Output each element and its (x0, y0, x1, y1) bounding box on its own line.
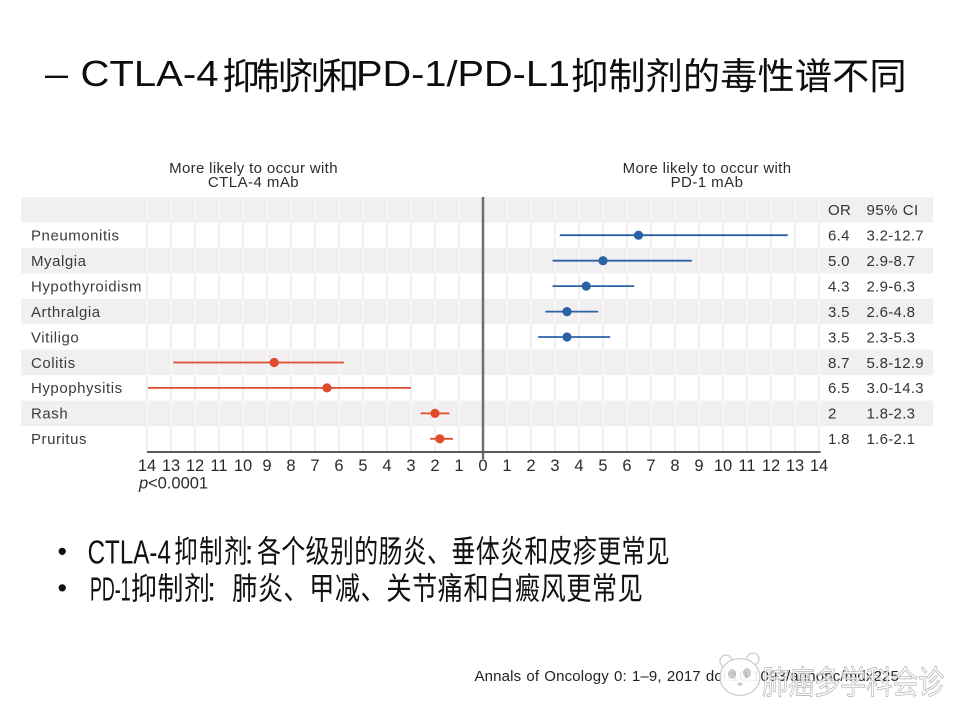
svg-text:13: 13 (786, 457, 804, 475)
svg-text:Arthralgia: Arthralgia (31, 304, 101, 321)
svg-text:10: 10 (234, 457, 252, 475)
svg-text:<0.0001: <0.0001 (148, 475, 208, 493)
svg-text:5.0: 5.0 (828, 253, 850, 270)
svg-text:1.6-2.1: 1.6-2.1 (867, 431, 916, 448)
svg-text::: : (245, 534, 254, 571)
svg-text:2.6-4.8: 2.6-4.8 (867, 304, 916, 321)
svg-text:10: 10 (714, 457, 732, 475)
svg-text::: : (207, 571, 216, 608)
svg-text:8: 8 (670, 457, 679, 475)
svg-text:Myalgia: Myalgia (31, 253, 87, 270)
svg-text:3.5: 3.5 (828, 304, 850, 321)
svg-text:3.2-12.7: 3.2-12.7 (867, 228, 924, 245)
svg-text:•: • (58, 537, 67, 567)
svg-text:6.5: 6.5 (828, 380, 850, 397)
svg-text:14: 14 (810, 457, 828, 475)
svg-text:2: 2 (828, 406, 837, 423)
svg-text:3.0-14.3: 3.0-14.3 (867, 380, 924, 397)
svg-text:3: 3 (406, 457, 415, 475)
svg-text:7: 7 (646, 457, 655, 475)
svg-text:•: • (58, 573, 67, 603)
svg-text:8: 8 (286, 457, 295, 475)
svg-text:6: 6 (622, 457, 631, 475)
svg-text:13: 13 (162, 457, 180, 475)
svg-text:Pruritus: Pruritus (31, 431, 87, 448)
svg-text:2.9-6.3: 2.9-6.3 (867, 278, 916, 295)
svg-text:5: 5 (598, 457, 607, 475)
svg-text:5: 5 (358, 457, 367, 475)
svg-text:OR: OR (828, 202, 851, 219)
svg-text:8.7: 8.7 (828, 355, 850, 372)
svg-text:6.4: 6.4 (828, 228, 850, 245)
svg-text:6: 6 (334, 457, 343, 475)
svg-text:0: 0 (478, 457, 487, 475)
svg-text:12: 12 (762, 457, 780, 475)
svg-text:PD-1: PD-1 (90, 571, 131, 608)
svg-text:4.3: 4.3 (828, 278, 850, 295)
svg-text:Vitiligo: Vitiligo (31, 329, 79, 346)
svg-text:4: 4 (382, 457, 391, 475)
svg-text:1: 1 (454, 457, 463, 475)
svg-text:PD-1 mAb: PD-1 mAb (671, 174, 744, 191)
svg-text:4: 4 (574, 457, 583, 475)
svg-text:Hypothyroidism: Hypothyroidism (31, 278, 142, 295)
svg-text:Colitis: Colitis (31, 355, 76, 372)
svg-text:12: 12 (186, 457, 204, 475)
svg-text:1.8: 1.8 (828, 431, 850, 448)
svg-text:Hypophysitis: Hypophysitis (31, 380, 123, 397)
svg-text:11: 11 (738, 457, 755, 475)
svg-text:2.3-5.3: 2.3-5.3 (867, 329, 916, 346)
svg-text:p: p (138, 475, 148, 493)
svg-text:1: 1 (502, 457, 511, 475)
svg-text:3: 3 (550, 457, 559, 475)
svg-text:7: 7 (310, 457, 319, 475)
svg-text:CTLA-4: CTLA-4 (88, 534, 171, 571)
svg-text:2: 2 (430, 457, 439, 475)
svg-text:Rash: Rash (31, 406, 68, 423)
svg-text:2: 2 (526, 457, 535, 475)
svg-text:CTLA-4: CTLA-4 (81, 53, 219, 94)
svg-text:PD-1/PD-L1: PD-1/PD-L1 (356, 53, 570, 94)
svg-text:More likely to occur with: More likely to occur with (169, 160, 338, 177)
svg-text:11: 11 (210, 457, 227, 475)
svg-text:Pneumonitis: Pneumonitis (31, 228, 120, 245)
svg-text:–: – (45, 53, 68, 94)
svg-text:9: 9 (694, 457, 703, 475)
svg-text:14: 14 (138, 457, 156, 475)
svg-text:1.8-2.3: 1.8-2.3 (867, 406, 916, 423)
svg-text:95% CI: 95% CI (867, 202, 919, 219)
svg-text:9: 9 (262, 457, 271, 475)
svg-text:2.9-8.7: 2.9-8.7 (867, 253, 916, 270)
svg-text:5.8-12.9: 5.8-12.9 (867, 355, 924, 372)
svg-text:More likely to occur with: More likely to occur with (623, 160, 792, 177)
svg-text:CTLA-4 mAb: CTLA-4 mAb (208, 174, 299, 191)
svg-text:3.5: 3.5 (828, 329, 850, 346)
